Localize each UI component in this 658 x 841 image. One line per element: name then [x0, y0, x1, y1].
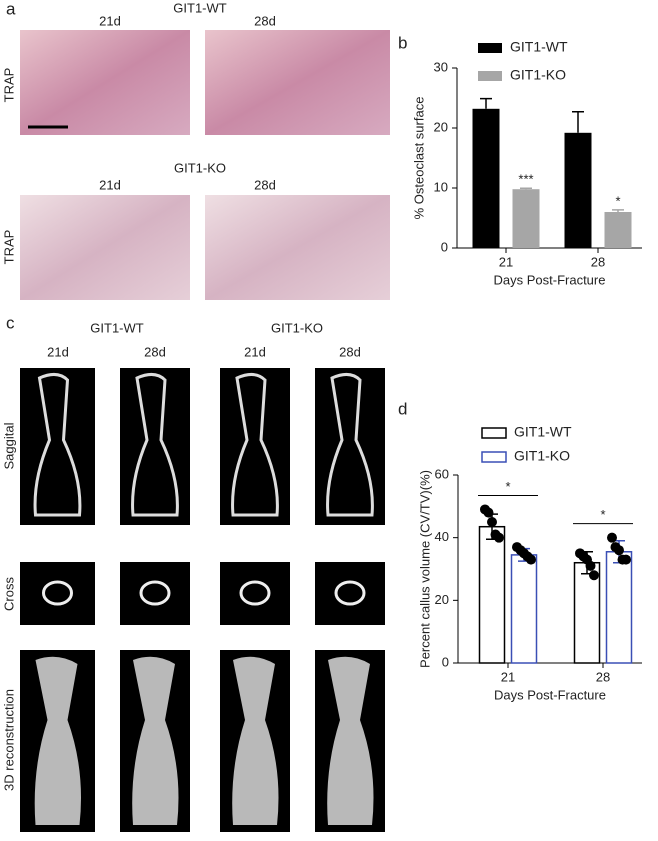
column-label: 21d	[99, 13, 121, 28]
row-label: TRAP	[1, 230, 16, 265]
x-tick-label: 28	[591, 254, 605, 269]
column-label: 21d	[99, 177, 121, 192]
panel-label: d	[398, 399, 407, 418]
row-label: Saggital	[1, 422, 16, 469]
column-label: 28d	[254, 13, 276, 28]
error-bar	[480, 97, 492, 109]
y-axis-label: % Osteoclast surface	[411, 97, 426, 220]
bone-outline	[33, 373, 82, 517]
bone-3d	[132, 656, 179, 825]
y-tick-label: 60	[435, 466, 449, 481]
sagittal-image	[315, 368, 385, 525]
data-point	[494, 532, 504, 543]
bone-3d	[327, 656, 374, 825]
sagittal-image	[20, 368, 95, 525]
data-point	[483, 507, 494, 518]
column-label: 21d	[244, 344, 266, 359]
histology-image	[20, 195, 190, 300]
legend-swatch	[478, 43, 502, 53]
group-title: GIT1-KO	[271, 320, 323, 335]
bone-3d	[232, 656, 279, 825]
column-label: 21d	[47, 344, 69, 359]
cross-image	[20, 562, 95, 625]
cross-image	[220, 562, 290, 625]
row-label: TRAP	[1, 68, 16, 103]
ct-images	[20, 368, 385, 832]
legend-label: GIT1-KO	[510, 67, 566, 83]
panel-label: a	[6, 0, 16, 18]
y-tick-label: 0	[441, 239, 448, 254]
group-title: GIT1-WT	[173, 0, 226, 15]
y-tick-label: 20	[435, 592, 449, 607]
y-tick-label: 30	[434, 59, 448, 74]
sagittal-image	[120, 368, 190, 525]
y-tick-label: 0	[442, 654, 449, 669]
bar	[512, 189, 540, 248]
data-point	[585, 560, 596, 571]
y-tick-label: 10	[434, 179, 448, 194]
legend-swatch	[478, 71, 502, 81]
data-point	[614, 545, 624, 556]
bone-outline	[131, 373, 179, 517]
group-title: GIT1-WT	[90, 320, 143, 335]
histology-image	[20, 30, 190, 135]
significance: ***	[518, 172, 533, 187]
bone-outline	[231, 373, 279, 517]
histology-image	[205, 30, 390, 135]
y-tick-label: 20	[434, 119, 448, 134]
cross-ring	[334, 580, 366, 606]
bar	[605, 551, 633, 664]
error-bar	[612, 209, 624, 212]
cross-ring	[42, 580, 73, 606]
data-point	[487, 517, 497, 527]
data-point	[526, 554, 536, 565]
significance: *	[505, 479, 510, 494]
row-label: Cross	[1, 577, 16, 611]
y-tick-label: 40	[435, 529, 449, 544]
legend-swatch	[481, 451, 507, 463]
error-bar	[572, 111, 584, 133]
legend-swatch	[481, 427, 507, 439]
bar	[510, 554, 538, 664]
data-point	[607, 532, 617, 543]
cross-ring	[139, 580, 171, 606]
charts: 0 10 20 30 21 28 % Osteoclast surface Days Post…	[411, 39, 642, 702]
column-label: 28d	[339, 344, 361, 359]
panel-label: b	[398, 33, 407, 52]
x-tick-label: 21	[501, 669, 515, 684]
panel-label: c	[6, 313, 15, 332]
column-label: 28d	[144, 344, 166, 359]
significance: *	[615, 193, 620, 208]
cross-image	[120, 562, 190, 625]
cross-image	[315, 562, 385, 625]
y-axis-label: Percent callus volume (CV/TV)(%)	[417, 470, 432, 668]
data-point	[589, 570, 599, 581]
significance: *	[600, 507, 605, 522]
sagittal-image	[220, 368, 290, 525]
bar	[564, 132, 592, 248]
row-label: 3D reconstruction	[1, 689, 16, 791]
bar	[478, 525, 506, 664]
data-point	[621, 554, 631, 565]
x-tick-label: 21	[499, 254, 513, 269]
cross-ring	[239, 580, 271, 606]
x-axis-label: Days Post-Fracture	[494, 272, 606, 287]
x-axis-label: Days Post-Fracture	[494, 687, 606, 702]
bar	[604, 212, 632, 248]
legend-label: GIT1-WT	[510, 39, 568, 55]
column-label: 28d	[254, 177, 276, 192]
error-bar	[520, 187, 532, 190]
histology-image	[205, 195, 390, 300]
x-tick-label: 28	[596, 669, 610, 684]
bone-3d	[34, 656, 81, 825]
group-title: GIT1-KO	[174, 160, 226, 175]
bone-outline	[326, 373, 374, 517]
bar	[472, 108, 500, 248]
legend-label: GIT1-WT	[514, 424, 572, 440]
legend-label: GIT1-KO	[514, 448, 570, 464]
